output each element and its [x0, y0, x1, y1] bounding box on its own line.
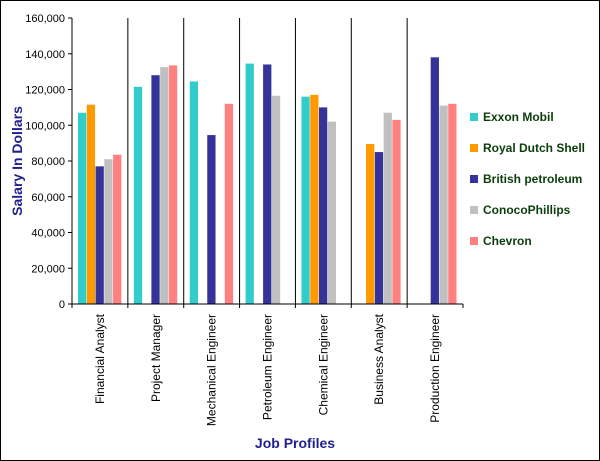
legend-swatch — [470, 237, 478, 245]
bar — [245, 63, 254, 304]
y-tick-label: 60,000 — [31, 192, 65, 204]
category-separators — [127, 18, 408, 304]
legend-label: Royal Dutch Shell — [483, 141, 585, 155]
legend-swatch — [470, 113, 478, 121]
legend: Exxon Mobil Royal Dutch Shell British petr… — [470, 110, 585, 248]
x-tick-label: Mechanical Engineer — [205, 314, 219, 426]
bar — [104, 159, 113, 304]
bar — [78, 112, 87, 304]
bar — [374, 152, 384, 304]
bar — [207, 135, 216, 304]
x-axis-title: Job Profiles — [255, 435, 335, 451]
legend-label: ConocoPhillips — [483, 203, 571, 217]
y-tick-label: 80,000 — [31, 156, 65, 168]
x-tick-label: Project Manager — [149, 314, 163, 402]
y-tick-label: 20,000 — [31, 263, 65, 275]
bar — [310, 94, 319, 304]
bar — [327, 121, 337, 304]
bar — [160, 67, 169, 304]
x-tick-label: Petroleum Engineer — [261, 314, 275, 420]
y-axis-ticks: 0 20,000 40,000 60,000 80,000 100,000 120,000 1… — [25, 13, 72, 311]
bar — [133, 86, 143, 304]
bar — [448, 103, 457, 304]
legend-label: Chevron — [483, 234, 532, 248]
y-tick-label: 0 — [59, 299, 65, 311]
bar — [301, 96, 310, 305]
bars — [78, 57, 457, 305]
bar — [151, 75, 160, 304]
y-tick-label: 120,000 — [25, 85, 65, 97]
y-tick-label: 160,000 — [25, 13, 65, 25]
x-tick-label: Chemical Engineer — [316, 314, 330, 415]
legend-label: Exxon Mobil — [483, 110, 554, 124]
y-tick-label: 100,000 — [25, 120, 65, 132]
bar — [366, 144, 375, 304]
bar — [224, 103, 234, 304]
x-tick-label: Production Engineer — [428, 314, 442, 423]
bar — [168, 65, 178, 305]
legend-label: British petroleum — [483, 172, 582, 186]
bar — [86, 104, 96, 304]
x-tick-label: Business Analyst — [372, 313, 386, 404]
bar — [271, 95, 281, 304]
y-tick-label: 40,000 — [31, 228, 65, 240]
bar — [113, 154, 122, 304]
bar — [430, 57, 439, 305]
bar — [383, 112, 392, 304]
bar — [263, 64, 272, 304]
bar — [189, 81, 198, 304]
bar — [95, 166, 104, 304]
bar — [392, 119, 401, 304]
y-axis-title: Salary In Dollars — [9, 106, 25, 216]
legend-swatch — [470, 206, 478, 214]
bar — [318, 107, 328, 304]
y-tick-label: 140,000 — [25, 49, 65, 61]
x-tick-label: Financial Analyst — [93, 313, 107, 404]
legend-swatch — [470, 175, 478, 183]
bar — [439, 105, 448, 305]
legend-swatch — [470, 144, 478, 152]
x-axis-labels: Financial Analyst Project Manager Mechanic… — [71, 304, 464, 426]
